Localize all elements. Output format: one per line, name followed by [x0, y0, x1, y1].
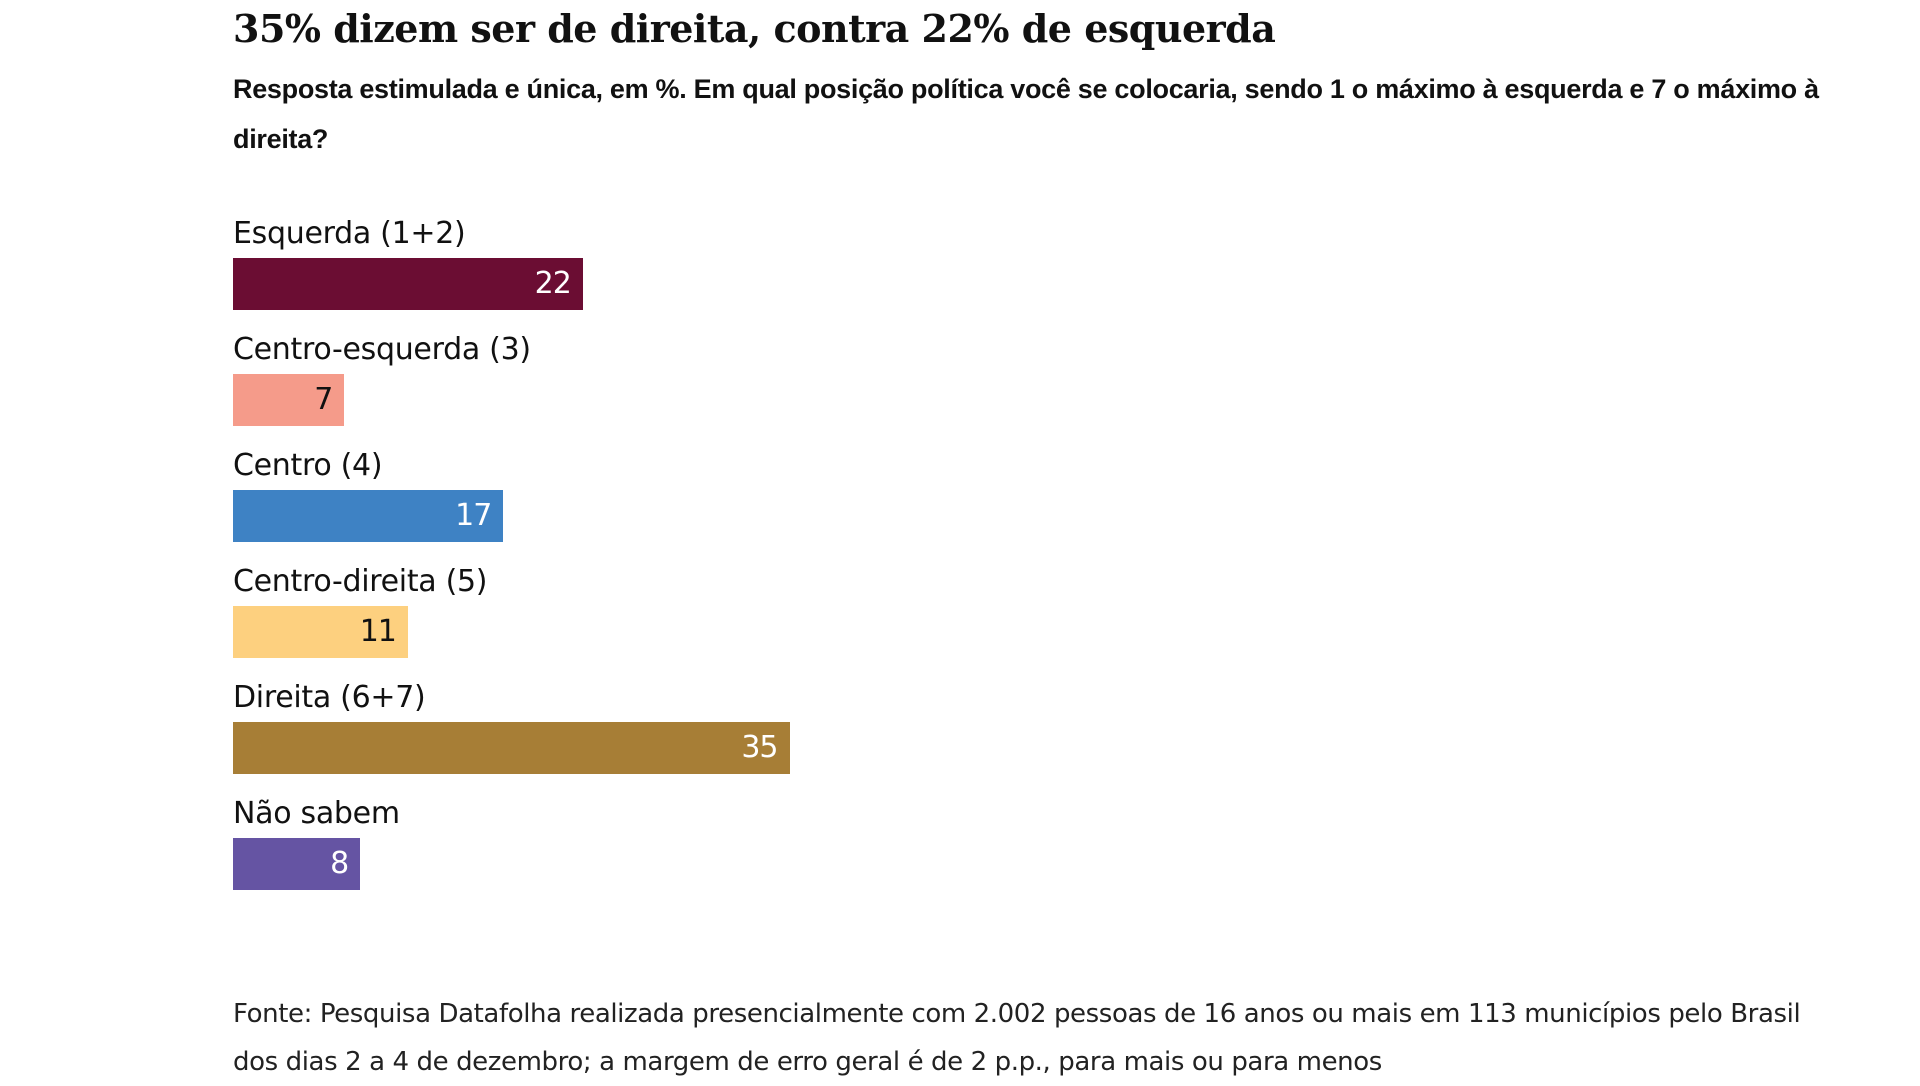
- bar-row: Centro (4) 17: [233, 446, 1633, 562]
- category-label: Direita (6+7): [233, 680, 426, 715]
- chart-subtitle: Resposta estimulada e única, em %. Em qu…: [233, 74, 1819, 154]
- bar-row: Centro-esquerda (3) 7: [233, 330, 1633, 446]
- bar: 11: [233, 606, 408, 658]
- bar-row: Esquerda (1+2) 22: [233, 214, 1633, 330]
- data-label: 7: [314, 382, 333, 417]
- category-label: Centro (4): [233, 448, 383, 483]
- category-label: Centro-esquerda (3): [233, 332, 531, 367]
- bar: 22: [233, 258, 583, 310]
- bar-row: Direita (6+7) 35: [233, 678, 1633, 794]
- bar: 35: [233, 722, 790, 774]
- bar-chart: Esquerda (1+2) 22 Centro-esquerda (3) 7 Cent…: [233, 214, 1633, 910]
- source-note: Fonte: Pesquisa Datafolha realizada pres…: [233, 990, 1833, 1086]
- category-label: Esquerda (1+2): [233, 216, 466, 251]
- data-label: 8: [330, 846, 349, 881]
- bar: 7: [233, 374, 345, 426]
- chart-title: 35% dizem ser de direita, contra 22% de …: [233, 6, 1276, 51]
- data-label: 22: [534, 266, 572, 301]
- bar-row: Não sabem 8: [233, 794, 1633, 910]
- bar-row: Centro-direita (5) 11: [233, 562, 1633, 678]
- data-label: 35: [741, 730, 778, 765]
- category-label: Não sabem: [233, 796, 400, 831]
- data-label: 11: [359, 614, 397, 649]
- chart-container: 35% dizem ser de direita, contra 22% de …: [233, 0, 1833, 1077]
- bar: 8: [233, 838, 361, 890]
- bar: 17: [233, 490, 504, 542]
- source-line-2: dos dias 2 a 4 de dezembro; a margem de …: [233, 1047, 1382, 1077]
- category-label: Centro-direita (5): [233, 564, 488, 599]
- data-label: 17: [455, 498, 492, 533]
- source-line-1: Fonte: Pesquisa Datafolha realizada pres…: [233, 999, 1801, 1029]
